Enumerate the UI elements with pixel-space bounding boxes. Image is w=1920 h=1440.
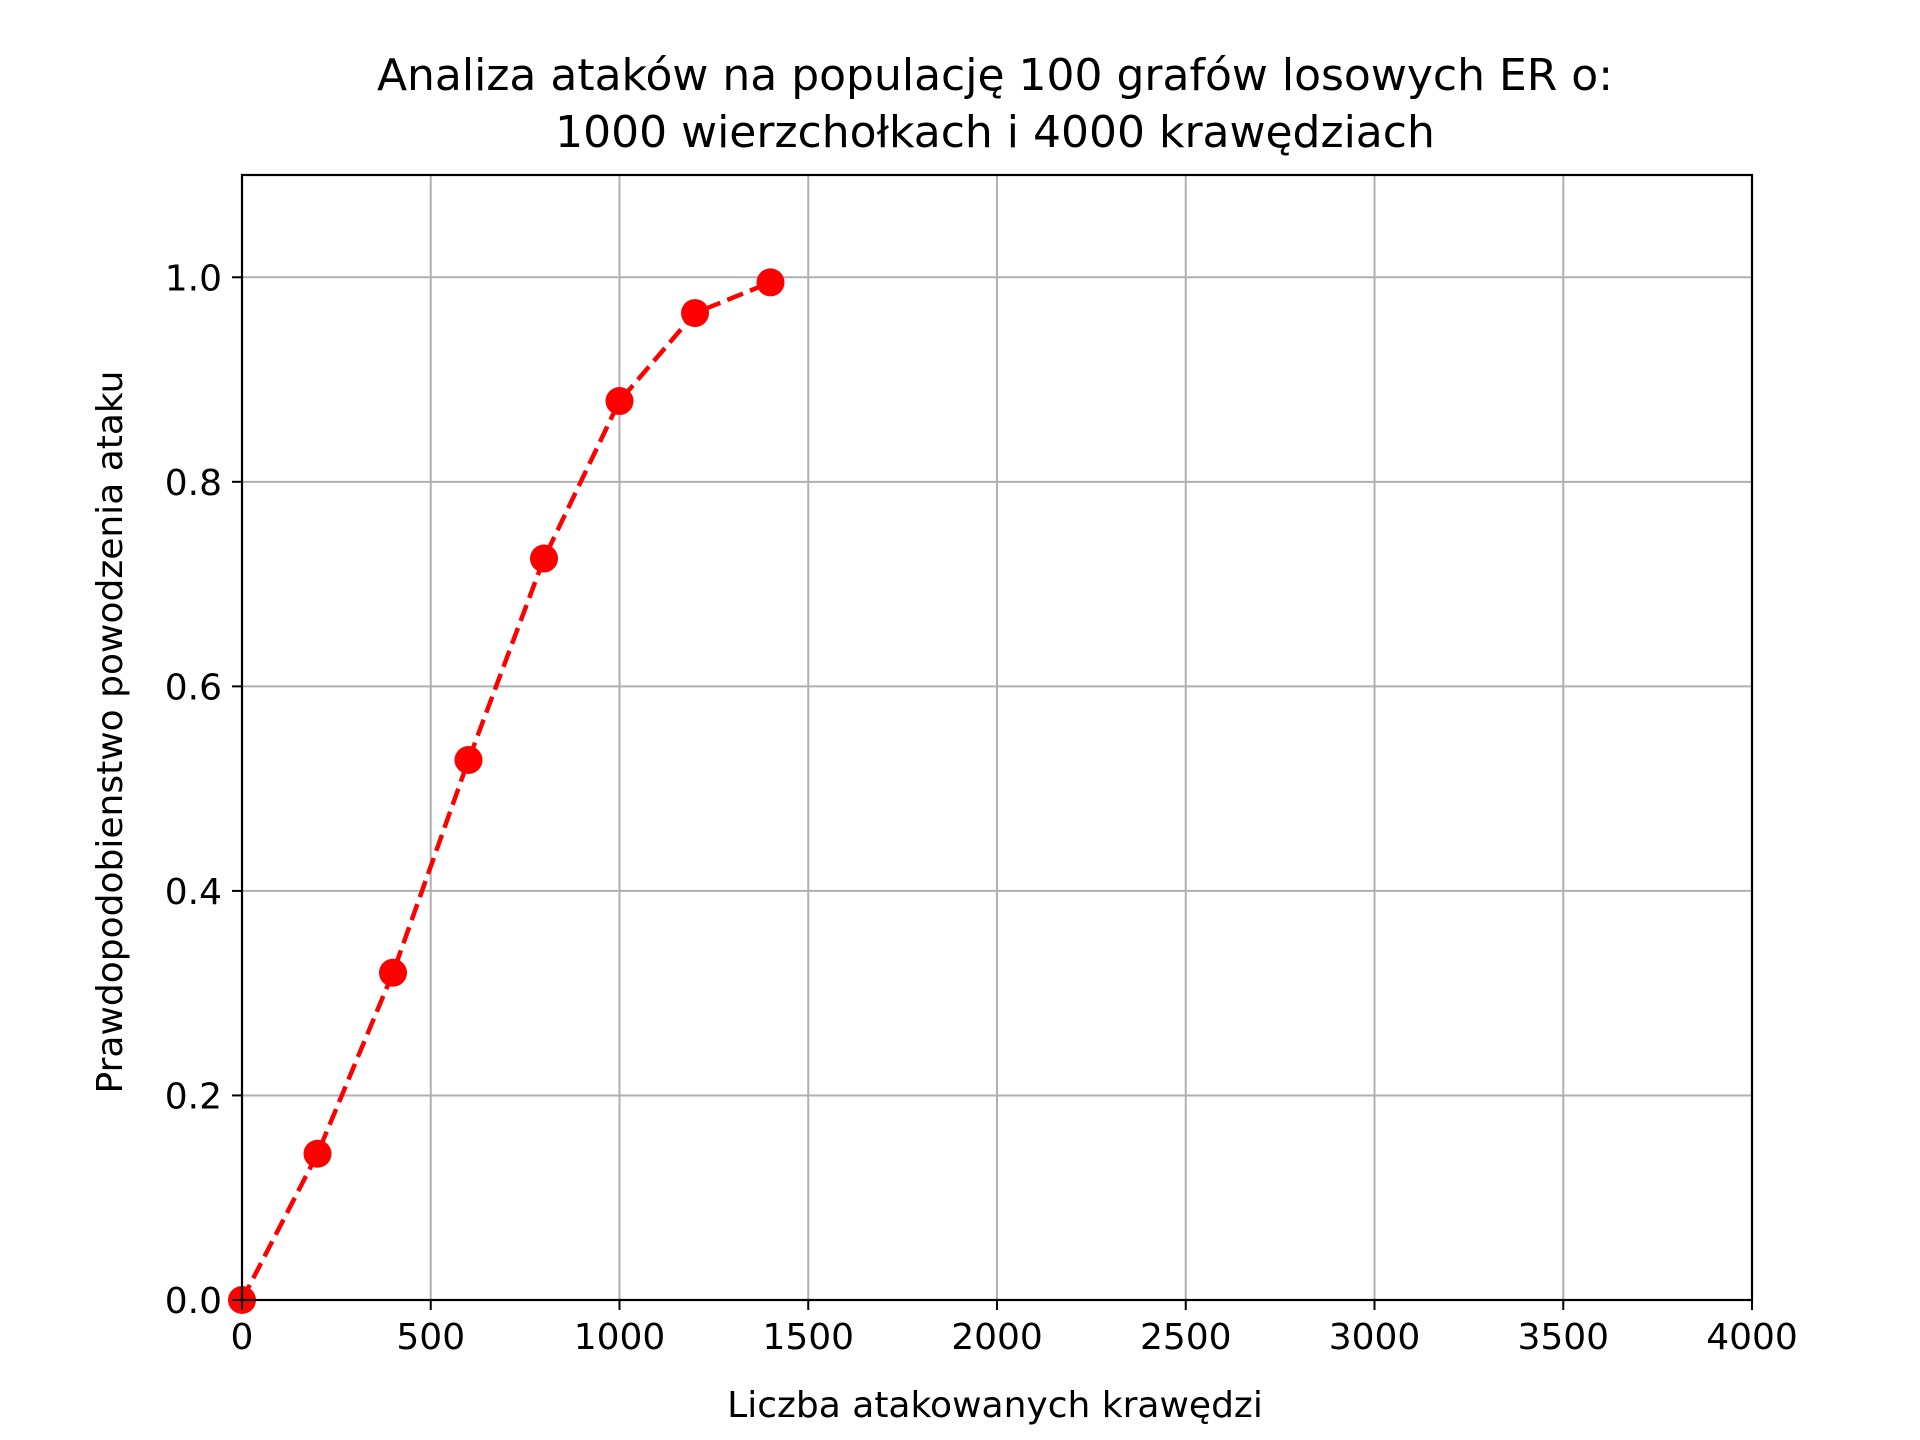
- x-tick-label: 0: [231, 1317, 254, 1358]
- y-tick-label: 0.0: [165, 1281, 222, 1322]
- data-point-marker: [681, 299, 709, 328]
- data-point-marker: [530, 544, 558, 573]
- x-tick-label: 2500: [1140, 1317, 1232, 1358]
- y-tick-label: 1.0: [165, 258, 222, 299]
- x-tick-label: 3000: [1329, 1317, 1421, 1358]
- data-point-marker: [605, 387, 634, 416]
- y-tick-label: 0.8: [165, 463, 222, 504]
- grid: [241, 175, 1753, 1301]
- x-tick-label: 2000: [951, 1317, 1043, 1358]
- data-series: [228, 268, 785, 1314]
- y-tick-label: 0.6: [165, 667, 222, 708]
- chart-title-line-1: Analiza ataków na populację 100 grafów l…: [377, 50, 1613, 101]
- y-tick-label: 0.2: [165, 1076, 222, 1117]
- data-point-marker: [303, 1139, 332, 1168]
- x-axis-label: Liczba atakowanych krawędzi: [727, 1385, 1263, 1426]
- y-axis-label: Prawdopodobienstwo powodzenia ataku: [90, 371, 131, 1094]
- data-point-marker: [379, 958, 407, 987]
- x-tick-label: 1000: [574, 1317, 666, 1358]
- x-tick-label: 3500: [1517, 1317, 1609, 1358]
- series-line: [240, 280, 772, 1302]
- chart-title-line-2: 1000 wierzchołkach i 4000 krawędziach: [555, 107, 1435, 158]
- x-tick-label: 1500: [762, 1317, 854, 1358]
- data-point-marker: [756, 268, 785, 297]
- data-point-marker: [454, 746, 483, 774]
- x-tick-label: 500: [396, 1317, 465, 1358]
- y-tick-label: 0.4: [165, 872, 222, 913]
- x-tick-label: 4000: [1706, 1317, 1798, 1358]
- axis-ticks: 0 500 1000 1500 2000 2500 3000 3500 4000 0.0 0.2 0.…: [165, 258, 1798, 1358]
